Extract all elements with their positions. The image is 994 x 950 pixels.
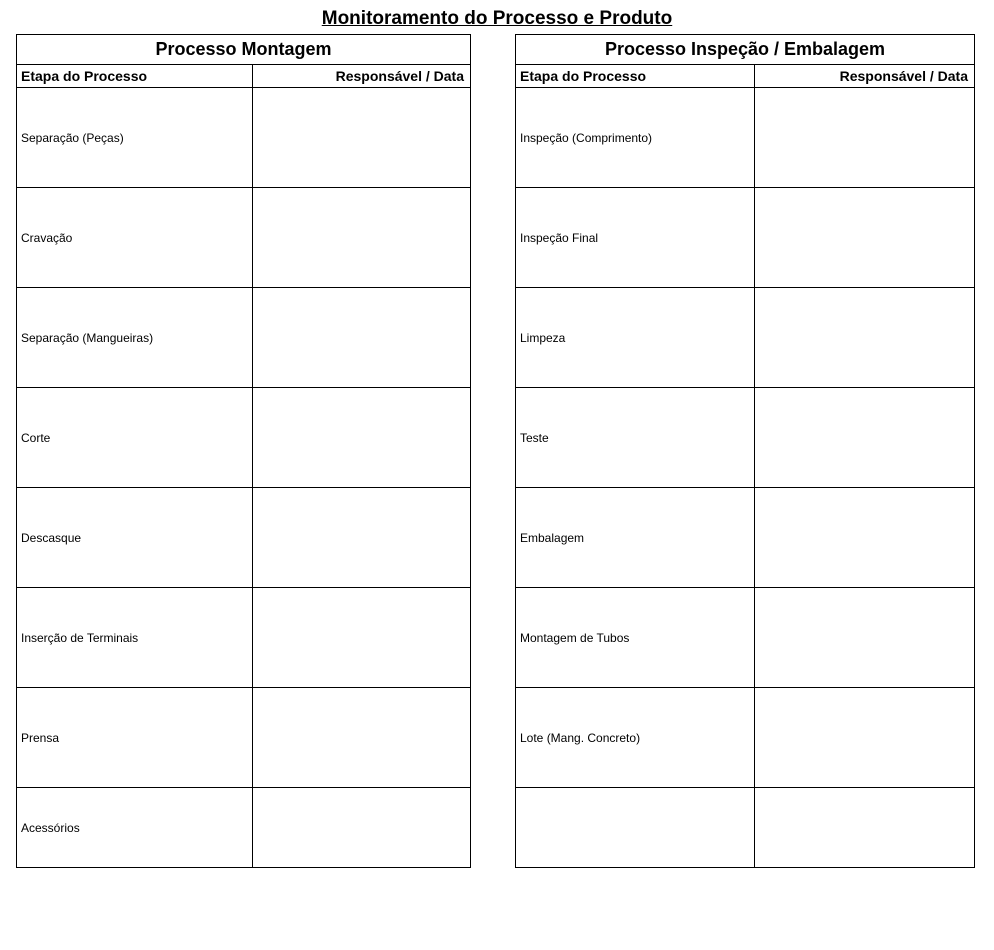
montagem-table-title: Processo Montagem (17, 35, 471, 65)
responsavel-cell (253, 288, 471, 388)
responsavel-cell (253, 388, 471, 488)
responsavel-cell (754, 388, 974, 488)
etapa-cell: Embalagem (516, 488, 755, 588)
tables-container: Processo Montagem Etapa do Processo Resp… (16, 34, 978, 868)
inspecao-header-responsavel: Responsável / Data (754, 65, 974, 88)
table-row: Acessórios (17, 788, 471, 868)
responsavel-cell (754, 788, 974, 868)
table-row (516, 788, 975, 868)
etapa-cell: Descasque (17, 488, 253, 588)
inspecao-table: Processo Inspeção / Embalagem Etapa do P… (515, 34, 975, 868)
table-row: Descasque (17, 488, 471, 588)
etapa-cell: Prensa (17, 688, 253, 788)
inspecao-header-etapa: Etapa do Processo (516, 65, 755, 88)
responsavel-cell (253, 788, 471, 868)
table-row: Cravação (17, 188, 471, 288)
inspecao-table-title: Processo Inspeção / Embalagem (516, 35, 975, 65)
table-row: Inspeção (Comprimento) (516, 88, 975, 188)
etapa-cell: Lote (Mang. Concreto) (516, 688, 755, 788)
montagem-header-responsavel: Responsável / Data (253, 65, 471, 88)
etapa-cell: Limpeza (516, 288, 755, 388)
etapa-cell: Inserção de Terminais (17, 588, 253, 688)
table-row: Embalagem (516, 488, 975, 588)
table-row: Montagem de Tubos (516, 588, 975, 688)
etapa-cell: Inspeção (Comprimento) (516, 88, 755, 188)
responsavel-cell (754, 588, 974, 688)
montagem-table: Processo Montagem Etapa do Processo Resp… (16, 34, 471, 868)
responsavel-cell (754, 488, 974, 588)
etapa-cell: Montagem de Tubos (516, 588, 755, 688)
table-row: Lote (Mang. Concreto) (516, 688, 975, 788)
etapa-cell: Inspeção Final (516, 188, 755, 288)
etapa-cell (516, 788, 755, 868)
responsavel-cell (754, 688, 974, 788)
responsavel-cell (253, 88, 471, 188)
etapa-cell: Cravação (17, 188, 253, 288)
responsavel-cell (754, 188, 974, 288)
responsavel-cell (253, 188, 471, 288)
table-row: Limpeza (516, 288, 975, 388)
table-row: Separação (Mangueiras) (17, 288, 471, 388)
page-title: Monitoramento do Processo e Produto (16, 8, 978, 30)
etapa-cell: Corte (17, 388, 253, 488)
table-row: Corte (17, 388, 471, 488)
etapa-cell: Teste (516, 388, 755, 488)
responsavel-cell (754, 288, 974, 388)
responsavel-cell (253, 588, 471, 688)
responsavel-cell (253, 488, 471, 588)
etapa-cell: Separação (Peças) (17, 88, 253, 188)
etapa-cell: Separação (Mangueiras) (17, 288, 253, 388)
table-row: Separação (Peças) (17, 88, 471, 188)
montagem-header-etapa: Etapa do Processo (17, 65, 253, 88)
responsavel-cell (253, 688, 471, 788)
responsavel-cell (754, 88, 974, 188)
table-row: Inspeção Final (516, 188, 975, 288)
table-row: Teste (516, 388, 975, 488)
etapa-cell: Acessórios (17, 788, 253, 868)
table-row: Prensa (17, 688, 471, 788)
table-row: Inserção de Terminais (17, 588, 471, 688)
